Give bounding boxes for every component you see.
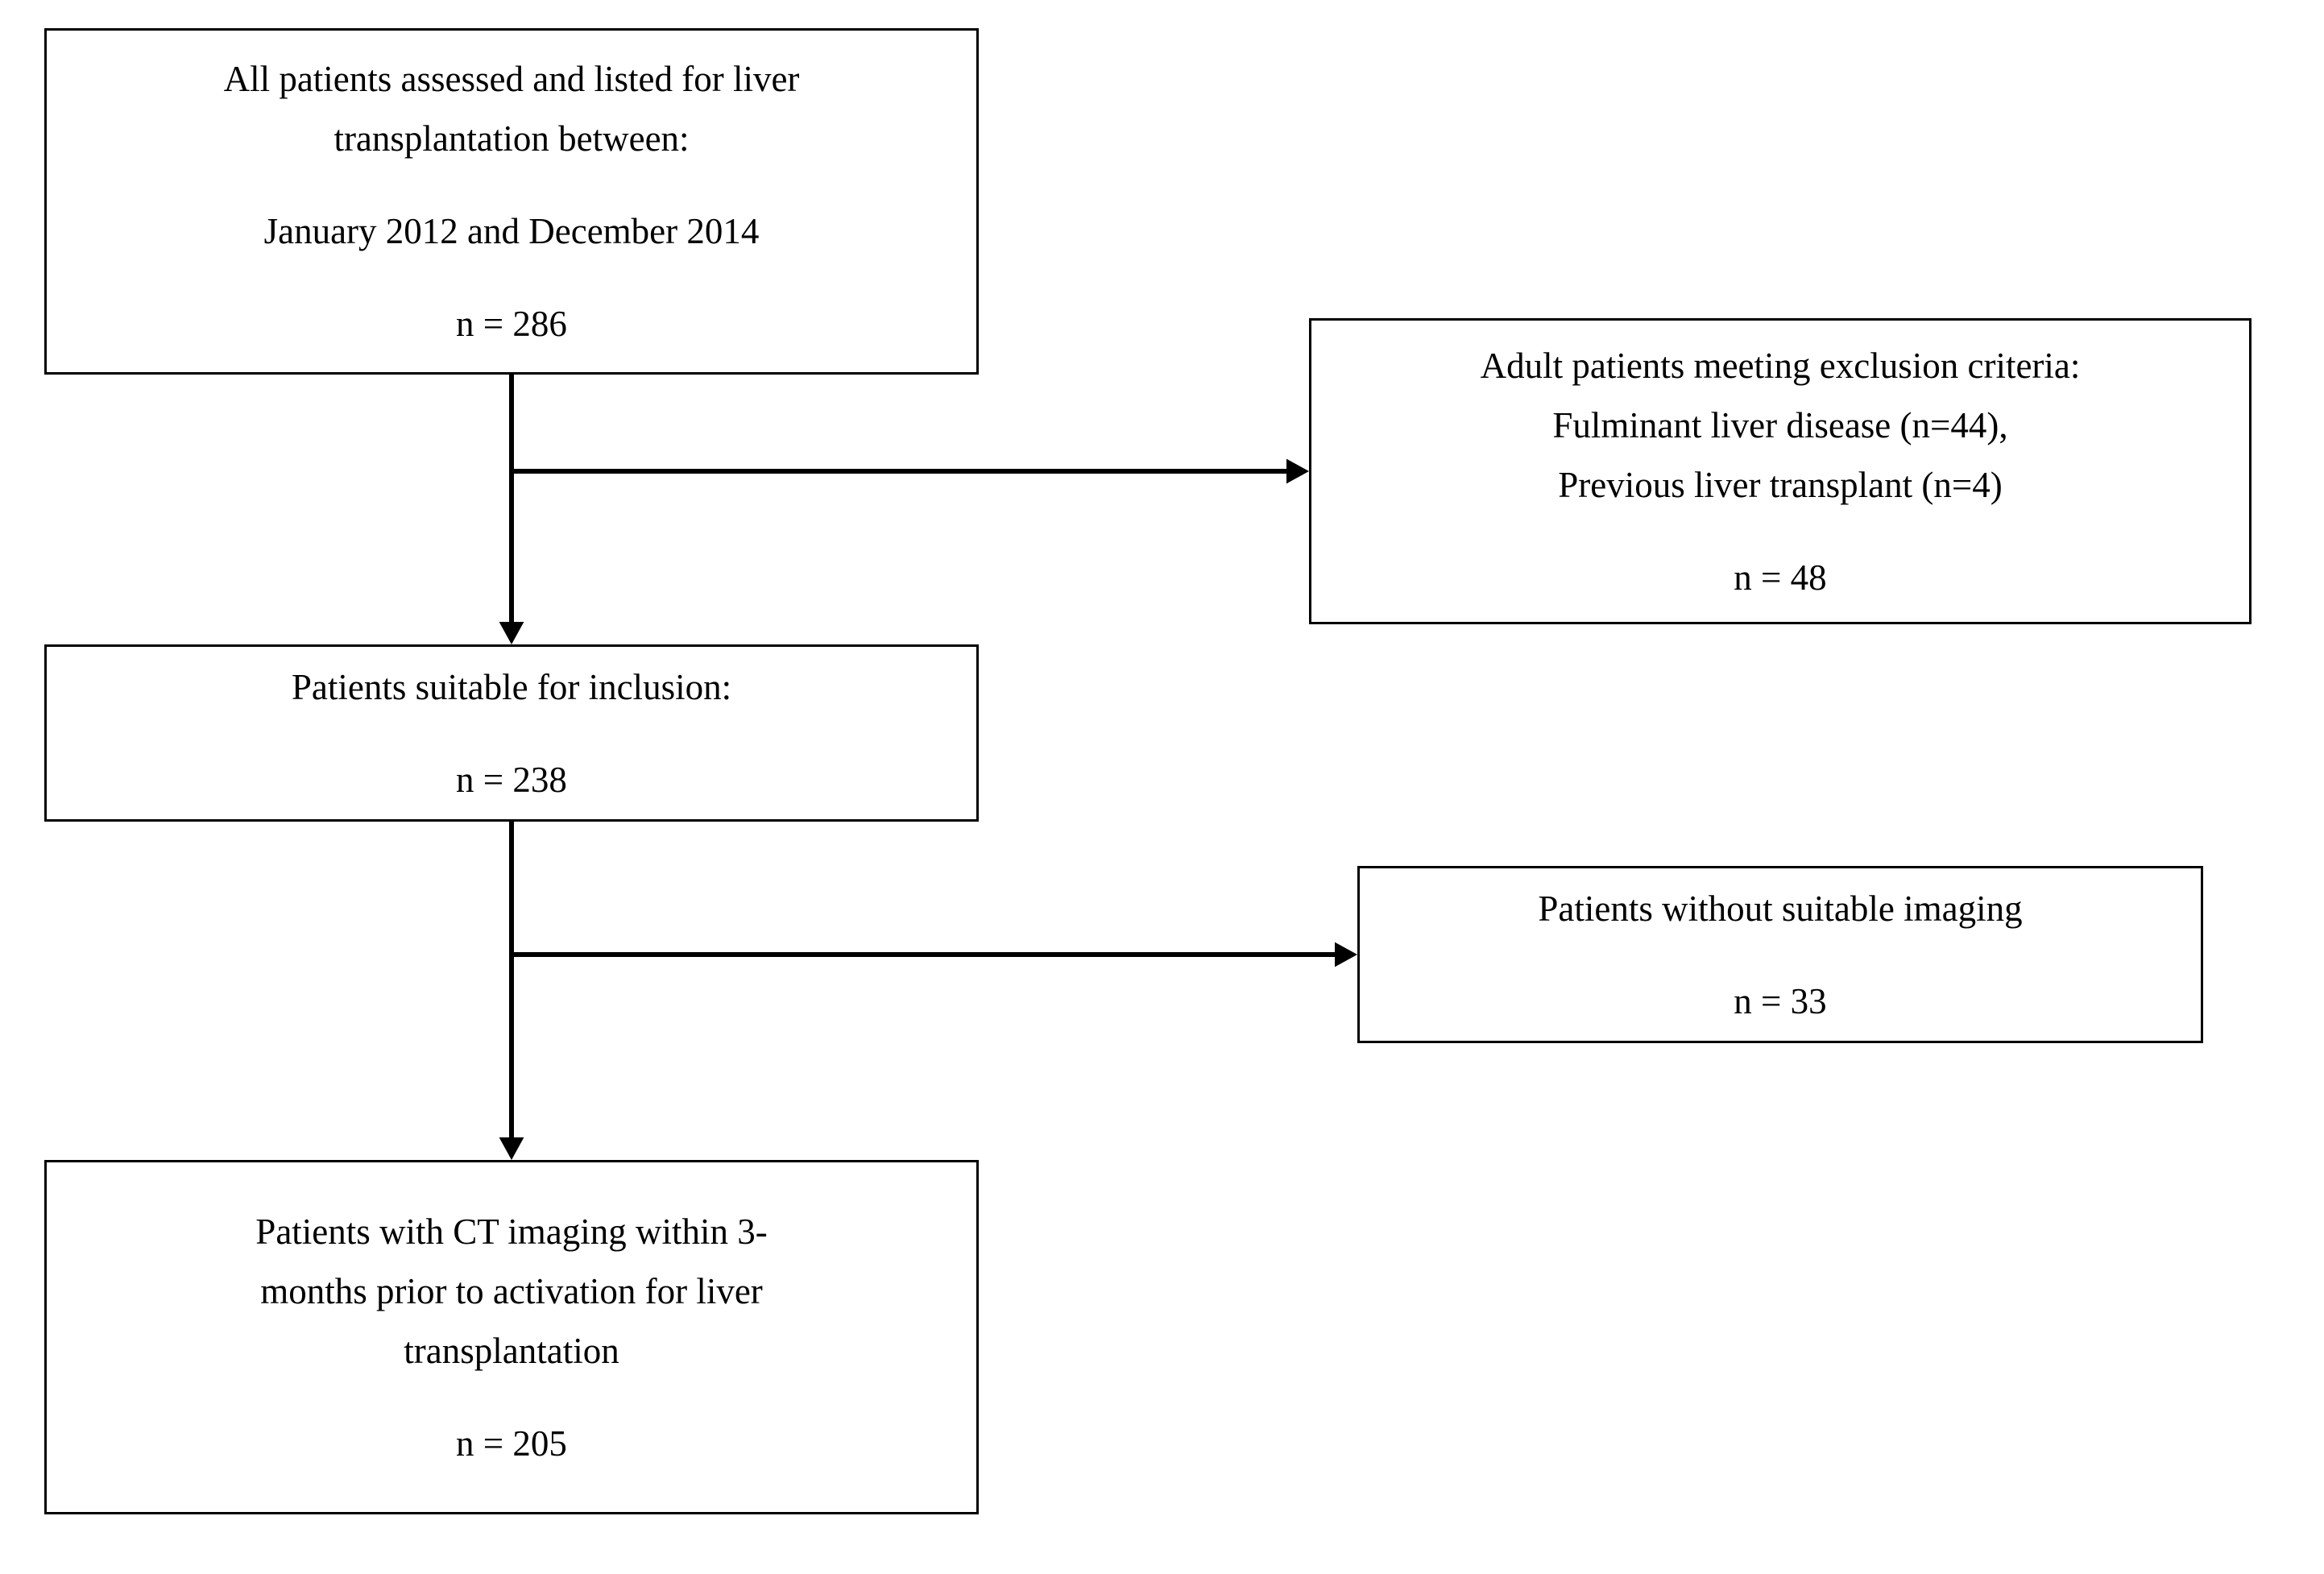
node-text-line: Fulminant liver disease (n=44), <box>1352 396 2209 455</box>
node-text-line <box>1352 515 2209 548</box>
flowchart-node-n2: Adult patients meeting exclusion criteri… <box>1309 318 2252 624</box>
flowchart-node-n1: All patients assessed and listed for liv… <box>44 28 979 375</box>
node-text-line: n = 205 <box>87 1414 936 1473</box>
node-text-line: months prior to activation for liver <box>87 1261 936 1321</box>
flowchart-node-n5: Patients with CT imaging within 3-months… <box>44 1160 979 1514</box>
node-text-line: n = 286 <box>87 294 936 354</box>
node-text-line: Patients with CT imaging within 3- <box>87 1202 936 1261</box>
node-text-line <box>87 1381 936 1414</box>
node-text-line <box>1400 938 2160 971</box>
node-text-line: transplantation <box>87 1321 936 1381</box>
flowchart-canvas: All patients assessed and listed for liv… <box>0 0 2324 1574</box>
flowchart-node-n3: Patients suitable for inclusion: n = 238 <box>44 644 979 822</box>
node-text-line <box>87 261 936 294</box>
node-text-line: Patients suitable for inclusion: <box>87 657 936 717</box>
node-text-line: n = 238 <box>87 750 936 810</box>
node-text-line: n = 33 <box>1400 971 2160 1031</box>
node-text-line: Previous liver transplant (n=4) <box>1352 455 2209 515</box>
node-text-line: transplantation between: <box>87 109 936 168</box>
node-text-line: Adult patients meeting exclusion criteri… <box>1352 336 2209 396</box>
node-text-line <box>87 168 936 201</box>
node-text-line: Patients without suitable imaging <box>1400 879 2160 938</box>
node-text-line: n = 48 <box>1352 548 2209 607</box>
node-text-line: January 2012 and December 2014 <box>87 201 936 261</box>
node-text-line <box>87 717 936 750</box>
flowchart-node-n4: Patients without suitable imaging n = 33 <box>1357 866 2203 1043</box>
node-text-line: All patients assessed and listed for liv… <box>87 49 936 109</box>
